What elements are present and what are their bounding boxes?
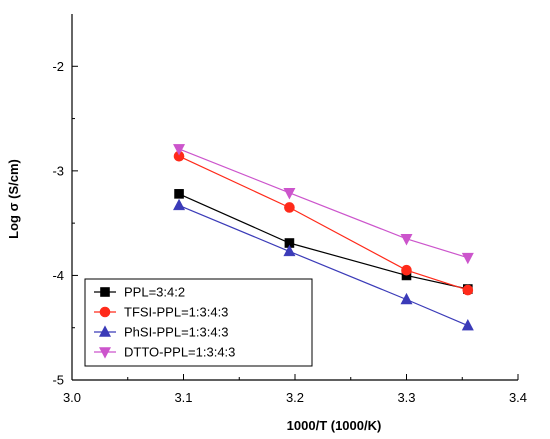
legend: PPL=3:4:2 TFSI-PPL=1:3:4:3 PhSI-PPL=1:3:4:… xyxy=(84,278,313,367)
legend-marker-0 xyxy=(100,287,110,297)
data-point-s2-2 xyxy=(400,292,413,305)
x-axis-label: 1000/T (1000/K) xyxy=(287,418,382,433)
y-tick-label: -3 xyxy=(52,163,64,178)
series-line-1 xyxy=(178,155,468,291)
series-line-3 xyxy=(178,148,468,259)
y-axis-label: Log σ (S/cm) xyxy=(6,159,21,239)
legend-label-3: DTTO-PPL=1:3:4:3 xyxy=(124,345,235,360)
x-tick-label: 3.0 xyxy=(63,390,81,405)
data-point-s1-2 xyxy=(401,264,412,276)
data-point-s2-1 xyxy=(283,244,296,257)
x-tick-label: 3.2 xyxy=(286,390,304,405)
legend-marker-1 xyxy=(99,306,111,318)
legend-label-2: PhSI-PPL=1:3:4:3 xyxy=(124,325,228,340)
legend-label-0: PPL=3:4:2 xyxy=(124,285,185,300)
series-markers xyxy=(173,144,474,331)
data-point-s2-0 xyxy=(173,198,186,211)
data-point-s3-1 xyxy=(283,188,296,200)
series-line-0 xyxy=(178,193,468,290)
legend-marker-2 xyxy=(99,325,111,337)
x-tick-label: 3.1 xyxy=(174,390,192,405)
x-tick-label: 3.3 xyxy=(397,390,415,405)
y-axis-ticks: -2 -3 -4 -5 xyxy=(52,59,78,388)
data-point-s3-3 xyxy=(461,252,474,265)
x-axis-ticks: 3.0 3.1 3.2 3.3 3.4 xyxy=(63,374,527,405)
y-tick-label: -2 xyxy=(52,59,64,74)
legend-marker-3 xyxy=(99,347,111,359)
data-point-s2-3 xyxy=(461,318,474,331)
y-tick-label: -5 xyxy=(52,373,64,388)
data-point-s1-3 xyxy=(462,284,474,296)
series-lines xyxy=(178,148,469,327)
data-point-s1-1 xyxy=(284,202,295,213)
x-tick-label: 3.4 xyxy=(509,390,527,405)
data-point-s3-0 xyxy=(173,144,186,156)
data-point-s3-2 xyxy=(400,234,413,246)
legend-label-1: TFSI-PPL=1:3:4:3 xyxy=(124,305,228,320)
y-tick-label: -4 xyxy=(52,268,64,283)
legend-box xyxy=(84,278,313,367)
data-point-s0-0 xyxy=(174,189,184,199)
series-line-2 xyxy=(178,204,469,327)
